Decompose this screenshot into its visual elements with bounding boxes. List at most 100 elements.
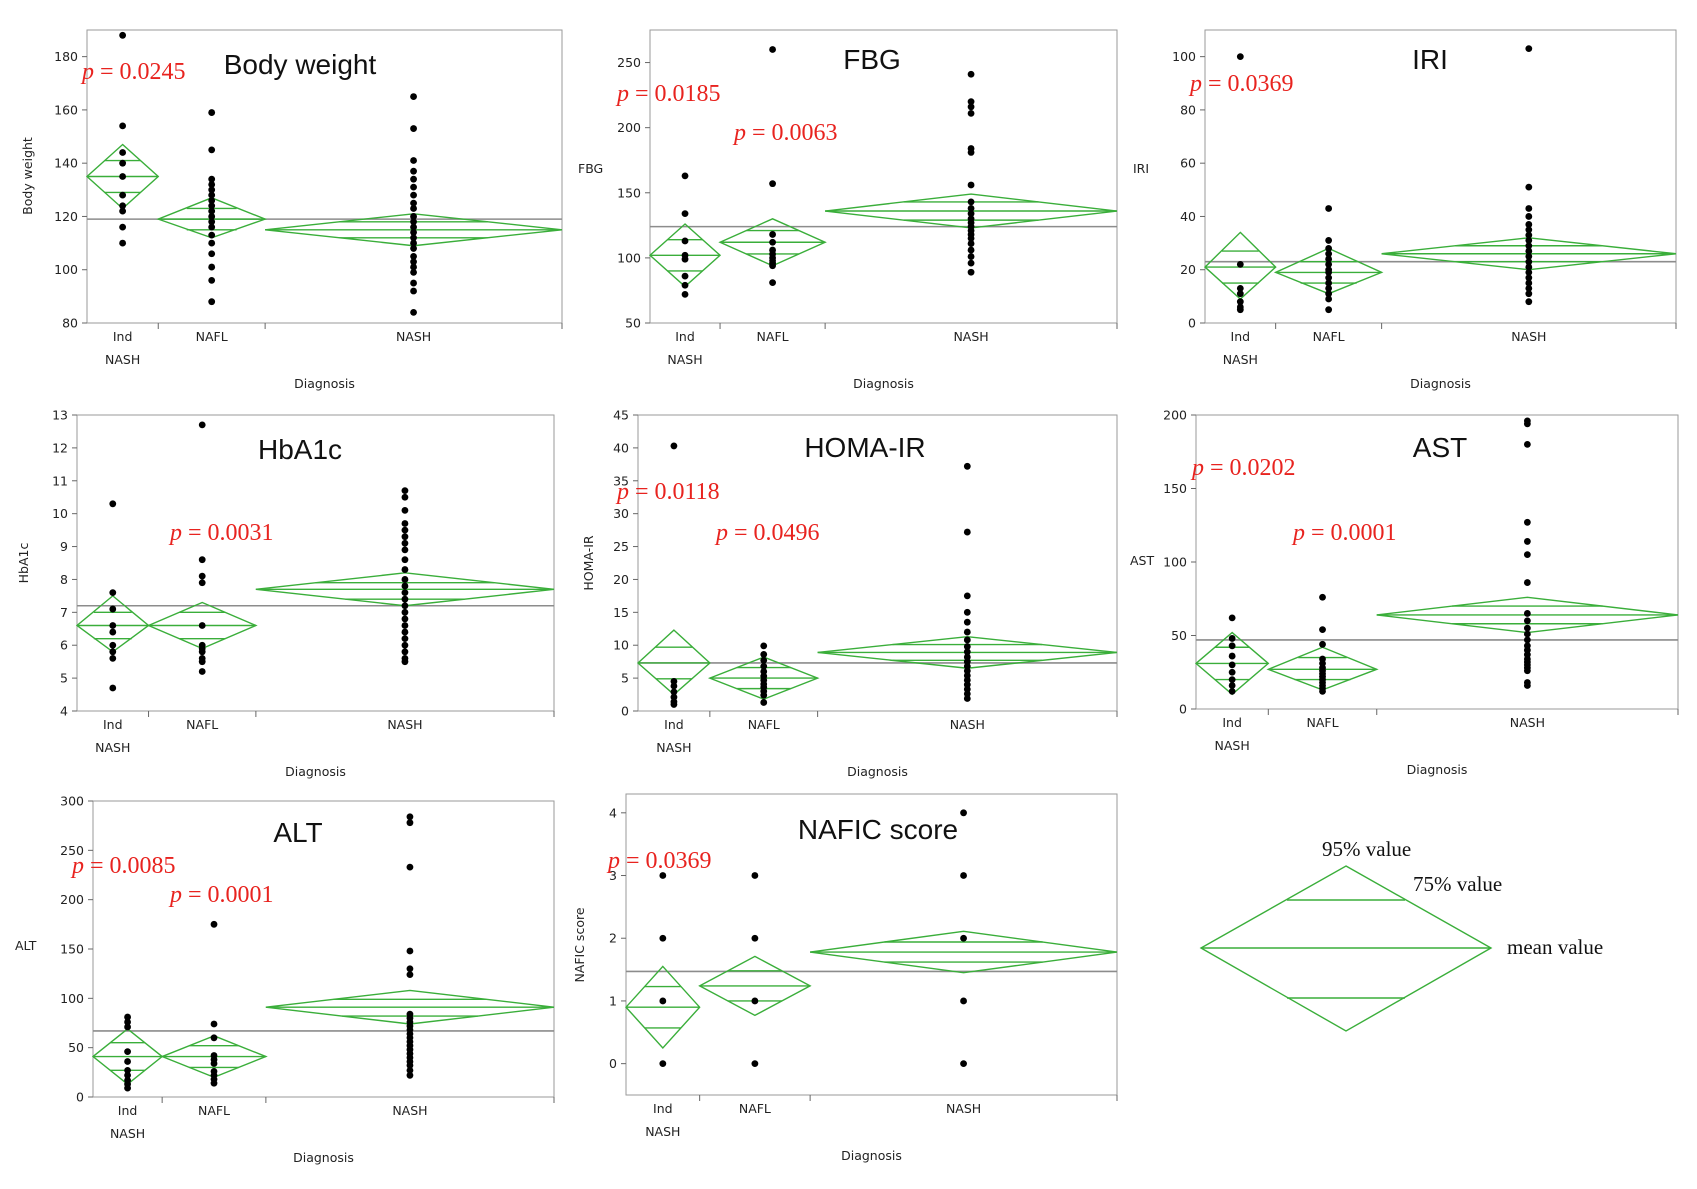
y-tick-label: 7	[60, 605, 68, 620]
data-point	[410, 157, 417, 164]
data-point	[410, 205, 417, 212]
data-point	[1523, 682, 1531, 689]
data-point	[963, 695, 971, 702]
y-tick-label: 200	[617, 120, 641, 135]
data-point	[1228, 661, 1236, 669]
data-point	[401, 595, 409, 603]
x-category-label: Ind	[675, 329, 695, 344]
legend: 95% value 75% value mean value	[1199, 837, 1603, 1032]
data-point	[410, 234, 417, 242]
legend-diamond	[1199, 865, 1493, 1032]
y-tick-label: 200	[60, 892, 84, 907]
data-point	[751, 934, 759, 942]
data-point	[967, 253, 975, 260]
data-point	[963, 462, 971, 470]
data-point	[208, 263, 216, 271]
chart-panel: 0 50 100 150 200 Ind NASH NAFL NASH Diagnosis AST A…	[1130, 408, 1679, 777]
y-tick-label: 150	[1163, 481, 1187, 496]
y-tick-label: 120	[54, 209, 78, 224]
y-tick-label: 13	[52, 408, 68, 423]
data-point	[208, 186, 216, 194]
data-point	[406, 863, 414, 871]
data-point	[1525, 226, 1533, 234]
data-point	[109, 654, 117, 662]
x-axis-title: Diagnosis	[1407, 762, 1468, 777]
y-tick-label: 3	[609, 868, 617, 883]
data-point	[401, 576, 409, 583]
data-point	[1319, 626, 1326, 634]
data-point	[1236, 290, 1244, 298]
data-point	[681, 281, 689, 289]
p-value-annotation: p = 0.0185	[615, 81, 721, 107]
data-point	[1325, 306, 1333, 314]
data-point	[670, 682, 678, 690]
chart-panel: 0 5 10 15 20 25 30 35 40 45 Ind NASH NAFL NASH Diagnos…	[581, 408, 1118, 779]
data-point	[410, 287, 417, 295]
data-point	[960, 872, 967, 879]
chart-panel: 0 20 40 60 80 100 Ind NASH NAFL NASH Diagnosis IRI I…	[1133, 29, 1677, 391]
y-tick-label: 100	[54, 262, 78, 277]
plot-frame	[637, 414, 1118, 712]
data-point	[198, 648, 206, 656]
p-value-annotation: p = 0.0369	[606, 848, 712, 874]
data-point	[1523, 617, 1531, 625]
data-point	[401, 628, 409, 636]
data-point	[1525, 274, 1533, 282]
y-axis-title: HOMA-IR	[581, 535, 596, 590]
data-point	[410, 245, 417, 252]
data-point	[1325, 268, 1333, 276]
data-point	[410, 263, 417, 271]
data-point	[210, 1034, 218, 1042]
data-point	[659, 872, 667, 879]
data-point	[769, 231, 776, 238]
data-point	[401, 487, 409, 495]
y-tick-label: 15	[613, 605, 629, 620]
data-point	[967, 70, 975, 78]
p-value-annotation: p = 0.0085	[70, 853, 176, 879]
y-axis-title: AST	[1130, 553, 1154, 568]
data-point	[1228, 676, 1236, 683]
chart-title: Body weight	[224, 49, 377, 80]
data-point	[401, 566, 409, 573]
y-tick-label: 180	[54, 49, 78, 64]
data-point	[1228, 635, 1236, 642]
data-point	[119, 159, 127, 167]
x-axis-title: Diagnosis	[841, 1148, 902, 1163]
data-point	[208, 207, 216, 215]
chart-title: NAFIC score	[798, 814, 958, 845]
y-tick-label: 80	[1180, 102, 1196, 117]
y-tick-label: 0	[76, 1090, 84, 1105]
x-category-label: NASH	[946, 1101, 981, 1116]
data-point	[119, 223, 127, 231]
y-axis-title: ALT	[15, 938, 37, 953]
data-point	[967, 98, 975, 106]
x-category-label: NASH	[953, 329, 988, 344]
data-point	[1525, 231, 1533, 239]
data-point	[1525, 298, 1533, 306]
data-point	[119, 191, 127, 199]
data-point	[1228, 687, 1236, 695]
data-point	[963, 592, 971, 600]
means-diamond	[698, 955, 812, 1017]
data-point	[109, 648, 117, 656]
y-tick-label: 160	[54, 102, 78, 117]
data-point	[198, 421, 206, 429]
data-point	[1236, 284, 1244, 292]
data-point	[967, 268, 975, 276]
data-point	[410, 229, 417, 236]
data-point	[124, 1023, 131, 1031]
y-axis-title: Body weight	[20, 137, 35, 215]
y-tick-label: 35	[613, 473, 629, 488]
data-point	[119, 173, 127, 180]
x-axis-title: Diagnosis	[293, 1150, 354, 1165]
data-point	[967, 259, 975, 267]
data-point	[1523, 579, 1531, 586]
data-point	[401, 622, 409, 629]
y-tick-label: 20	[613, 572, 629, 587]
y-tick-label: 50	[68, 1040, 84, 1055]
means-diamond	[810, 930, 1118, 974]
y-tick-label: 4	[609, 805, 617, 820]
x-category-label: Ind	[118, 1103, 138, 1118]
data-point	[1325, 279, 1333, 287]
data-point	[406, 1066, 414, 1074]
